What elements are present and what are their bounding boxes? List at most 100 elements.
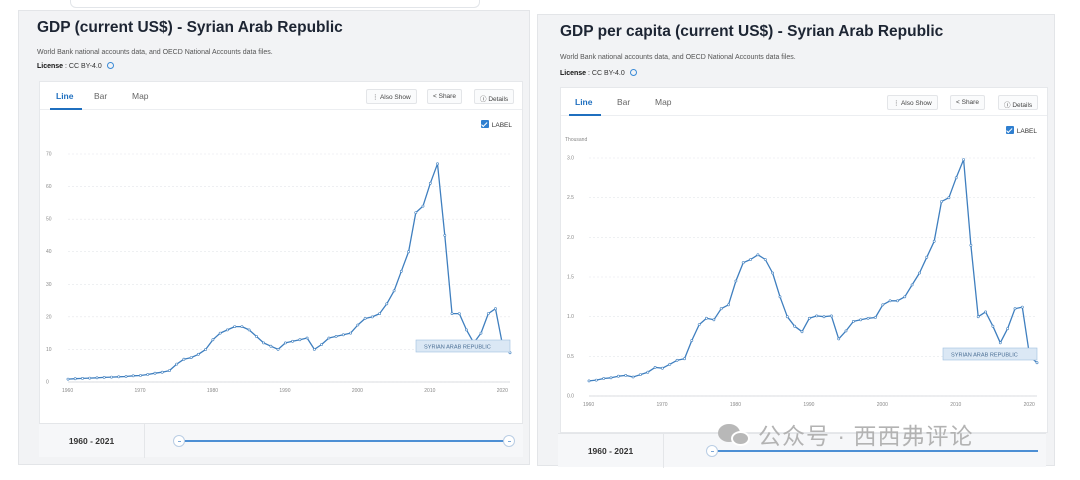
info-circle-icon: ⓘ: [1004, 102, 1013, 109]
data-point: [829, 314, 833, 318]
data-point: [189, 356, 193, 360]
y-tick-label: 10: [46, 347, 52, 353]
data-point: [800, 330, 804, 334]
details-button[interactable]: ⓘ Details: [998, 95, 1039, 110]
data-point: [66, 377, 70, 381]
data-point: [211, 338, 215, 342]
data-point: [370, 315, 374, 319]
label-toggle-text: LABEL: [1016, 128, 1037, 135]
data-point: [124, 375, 128, 378]
data-point: [631, 375, 635, 379]
data-point: [881, 303, 885, 307]
range-start-handle[interactable]: [173, 435, 185, 447]
series-label: SYRIAN ARAB REPUBLIC: [951, 352, 1018, 358]
data-point: [705, 316, 708, 320]
data-point: [240, 325, 244, 329]
gdp-line-chart: 0 10 20 30 40 50 60 70 1960 1970 1980 1990 2000 2010 2…: [46, 152, 512, 394]
data-point: [690, 339, 694, 342]
data-point: [594, 378, 598, 382]
gdp-panel: GDP (current US$) - Syrian Arab Republic…: [18, 10, 530, 465]
share-button[interactable]: < Share: [950, 95, 985, 110]
range-slider-track[interactable]: [718, 450, 1038, 452]
tab-bar[interactable]: Bar: [94, 91, 108, 101]
data-point: [866, 316, 870, 320]
also-show-button[interactable]: ⋮ Also Show: [366, 89, 417, 104]
y-tick-label: 0.0: [567, 394, 574, 400]
tab-bar[interactable]: Bar: [617, 97, 631, 107]
data-point: [414, 211, 418, 215]
data-point: [984, 310, 988, 314]
also-show-label: Also Show: [379, 94, 411, 101]
data-point: [291, 339, 295, 343]
data-point: [320, 343, 324, 346]
y-tick-label: 1.5: [567, 275, 574, 281]
series-label-box: [942, 347, 1038, 361]
data-point: [81, 376, 84, 380]
data-point: [117, 375, 121, 379]
data-point: [457, 312, 461, 316]
tab-line[interactable]: Line: [56, 91, 74, 101]
data-point: [683, 357, 686, 361]
x-tick-label: 1970: [656, 402, 667, 408]
data-point: [888, 299, 892, 303]
data-point: [465, 328, 468, 332]
y-tick-label: 1.0: [567, 314, 574, 320]
data-point: [712, 318, 716, 322]
share-label: Share: [438, 93, 456, 100]
data-point: [822, 315, 826, 319]
share-label: Share: [961, 99, 979, 106]
data-point: [653, 365, 657, 369]
info-icon[interactable]: [106, 62, 114, 69]
data-point: [940, 200, 943, 204]
watermark-text: 公众号 · 西西弗评论: [758, 423, 974, 449]
data-point: [602, 377, 606, 380]
wechat-icon: [718, 422, 752, 448]
data-point: [312, 347, 316, 351]
gdp-per-capita-line-chart: Thousand 0.0 0.5 1.0 1.5 2.0 2.5 3.0 1960 1970 198…: [565, 137, 1039, 408]
data-point: [160, 370, 164, 374]
data-point: [428, 181, 432, 185]
data-point: [859, 318, 863, 322]
tab-line[interactable]: Line: [575, 97, 593, 107]
data-point: [719, 307, 723, 311]
data-point: [734, 279, 738, 283]
data-point: [815, 314, 819, 318]
data-point: [918, 271, 921, 275]
tab-map[interactable]: Map: [655, 97, 672, 107]
label-toggle[interactable]: LABEL: [1005, 126, 1037, 135]
watermark: 公众号 · 西西弗评论: [718, 417, 973, 451]
data-point: [587, 379, 591, 383]
data-point: [421, 204, 425, 208]
data-point: [1020, 305, 1024, 309]
data-point: [1013, 307, 1017, 311]
share-button[interactable]: < Share: [427, 89, 462, 104]
range-slider-track[interactable]: [179, 440, 509, 442]
x-tick-label: 2020: [1024, 402, 1035, 408]
label-toggle[interactable]: LABEL: [480, 120, 512, 129]
data-point: [962, 158, 966, 162]
range-start-handle[interactable]: [706, 445, 718, 457]
details-label: Details: [1012, 102, 1033, 109]
data-point: [639, 373, 642, 377]
data-point: [756, 253, 760, 257]
details-button[interactable]: ⓘ Details: [474, 89, 515, 104]
data-point: [95, 376, 99, 380]
y-tick-label: 50: [46, 217, 52, 223]
x-tick-label: 2000: [352, 388, 363, 394]
more-vertical-icon: ⋮: [372, 94, 380, 101]
also-show-button[interactable]: ⋮ Also Show: [887, 95, 938, 110]
data-point: [73, 377, 77, 381]
data-point: [494, 307, 497, 311]
info-icon[interactable]: [629, 69, 637, 76]
y-tick-label: 40: [46, 249, 52, 255]
range-end-handle[interactable]: [503, 435, 515, 447]
page-title: GDP (current US$) - Syrian Arab Republic: [37, 19, 343, 36]
x-tick-label: 1990: [803, 402, 814, 408]
x-tick-label: 1990: [279, 388, 290, 394]
license-label: License: [37, 63, 64, 70]
tab-map[interactable]: Map: [132, 91, 149, 101]
range-label: 1960 - 2021: [558, 434, 664, 468]
data-point: [102, 375, 106, 379]
data-point: [450, 312, 454, 316]
data-point: [486, 312, 490, 316]
